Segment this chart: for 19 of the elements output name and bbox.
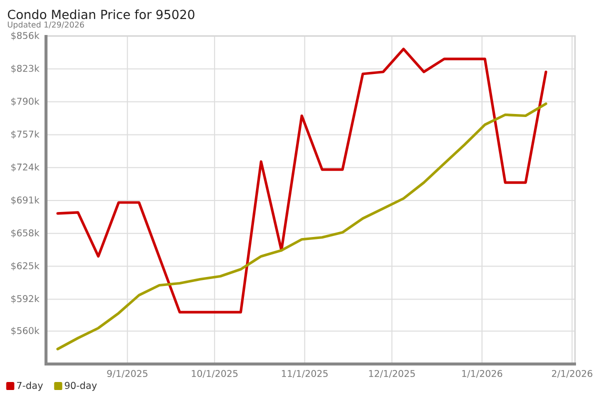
- y-tick-label: $592k: [11, 294, 40, 304]
- x-tick-label: 1/1/2026: [462, 370, 502, 378]
- y-tick-label: $823k: [11, 64, 40, 74]
- x-tick-label: 2/1/2026: [552, 370, 592, 378]
- y-tick-label: $757k: [11, 130, 40, 139]
- legend-label: 90-day: [64, 382, 97, 391]
- y-tick-label: $790k: [11, 98, 40, 106]
- legend-label: 7-day: [17, 382, 43, 391]
- y-tick-label: $625k: [11, 262, 40, 270]
- y-tick-label: $856k: [11, 32, 40, 40]
- x-tick-label: 9/1/2025: [107, 370, 148, 378]
- chart-title: Condo Median Price for 95020: [8, 10, 194, 20]
- x-tick-label: 12/1/2025: [369, 370, 415, 378]
- x-tick-label: 11/1/2025: [282, 370, 328, 378]
- x-tick-label: 10/1/2025: [192, 370, 238, 378]
- y-tick-label: $560k: [11, 326, 40, 336]
- y-tick-label: $691k: [11, 196, 40, 205]
- y-tick-label: $724k: [11, 163, 40, 172]
- y-tick-label: $658k: [11, 229, 40, 238]
